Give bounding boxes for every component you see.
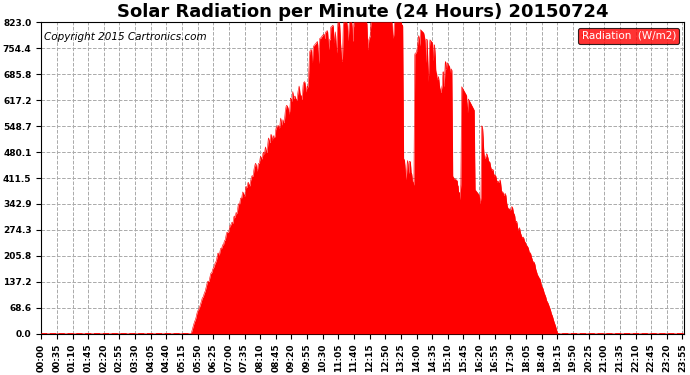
- Legend: Radiation  (W/m2): Radiation (W/m2): [578, 27, 679, 44]
- Text: Copyright 2015 Cartronics.com: Copyright 2015 Cartronics.com: [44, 32, 207, 42]
- Title: Solar Radiation per Minute (24 Hours) 20150724: Solar Radiation per Minute (24 Hours) 20…: [117, 3, 609, 21]
